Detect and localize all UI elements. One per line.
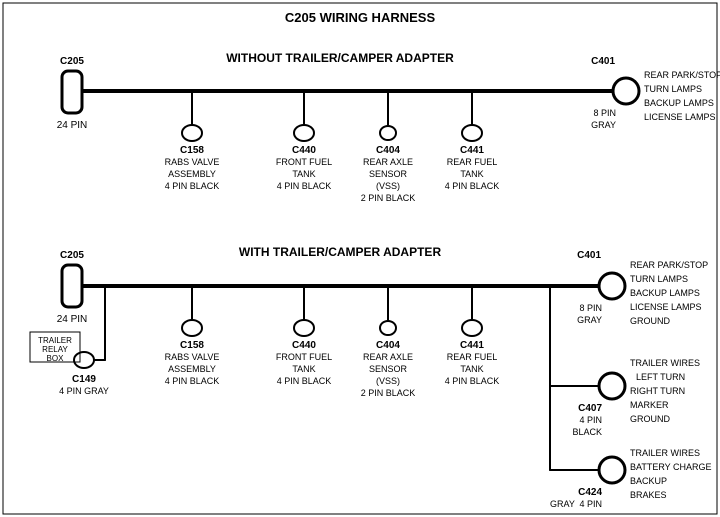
- diagram-label: 4 PIN BLACK: [277, 181, 332, 191]
- diagram-label: TANK: [460, 169, 483, 179]
- connector-c440: [294, 125, 314, 141]
- diagram-label: BRAKES: [630, 490, 667, 500]
- diagram-label: ASSEMBLY: [168, 169, 216, 179]
- diagram-label: LEFT TURN: [636, 372, 685, 382]
- diagram-label: C205: [60, 56, 84, 67]
- diagram-label: GROUND: [630, 316, 670, 326]
- diagram-label: RABS VALVE: [165, 157, 220, 167]
- diagram-label: TURN LAMPS: [630, 274, 688, 284]
- diagram-label: 24 PIN: [57, 314, 88, 325]
- diagram-label: C401: [591, 56, 615, 67]
- diagram-label: GROUND: [630, 414, 670, 424]
- diagram-label: TURN LAMPS: [644, 84, 702, 94]
- diagram-label: C401: [577, 250, 601, 261]
- diagram-label: 4 PIN BLACK: [445, 376, 500, 386]
- connector-c149: [74, 352, 94, 368]
- diagram-label: 24 PIN: [57, 120, 88, 131]
- diagram-label: RABS VALVE: [165, 352, 220, 362]
- diagram-label: TANK: [460, 364, 483, 374]
- connector-c441: [462, 125, 482, 141]
- diagram-label: GRAY: [591, 120, 616, 130]
- diagram-label: WITHOUT TRAILER/CAMPER ADAPTER: [226, 51, 454, 65]
- section-no-adapter: WITHOUT TRAILER/CAMPER ADAPTER C205 24 PIN…: [57, 51, 720, 203]
- diagram-label: C404: [376, 340, 400, 351]
- diagram-label: MARKER: [630, 400, 669, 410]
- diagram-label: SENSOR: [369, 364, 408, 374]
- diagram-label: ASSEMBLY: [168, 364, 216, 374]
- diagram-label: LICENSE LAMPS: [644, 112, 716, 122]
- diagram-label: FRONT FUEL: [276, 352, 332, 362]
- diagram-label: GRAY: [550, 499, 575, 509]
- diagram-label: SENSOR: [369, 169, 408, 179]
- diagram-label: C440: [292, 340, 316, 351]
- diagram-label: BACKUP LAMPS: [644, 98, 714, 108]
- diagram-label: 4 PIN BLACK: [445, 181, 500, 191]
- diagram-label: C205: [60, 250, 84, 261]
- diagram-label: GRAY: [577, 315, 602, 325]
- diagram-label: 2 PIN BLACK: [361, 193, 416, 203]
- diagram-label: RIGHT TURN: [630, 386, 685, 396]
- connector-c441: [462, 320, 482, 336]
- diagram-label: 8 PIN: [593, 108, 616, 118]
- diagram-label: C149: [72, 374, 96, 385]
- connector-c440: [294, 320, 314, 336]
- diagram-label: BLACK: [572, 427, 602, 437]
- connector-c424: [599, 457, 625, 483]
- diagram-label: LICENSE LAMPS: [630, 302, 702, 312]
- diagram-label: TRAILER WIRES: [630, 448, 700, 458]
- diagram-label: C424: [578, 487, 602, 498]
- connector-c205: [62, 265, 82, 307]
- connector-c401: [599, 273, 625, 299]
- diagram-label: FRONT FUEL: [276, 157, 332, 167]
- diagram-label: REAR AXLE: [363, 157, 413, 167]
- diagram-label: REAR FUEL: [447, 157, 498, 167]
- connector-c205: [62, 71, 82, 113]
- diagram-label: TRAILER WIRES: [630, 358, 700, 368]
- diagram-label: TANK: [292, 169, 315, 179]
- diagram-label: BOX: [47, 354, 65, 363]
- diagram-label: TRAILER: [38, 336, 72, 345]
- diagram-label: C158: [180, 145, 204, 156]
- diagram-label: C158: [180, 340, 204, 351]
- connector-c404: [380, 126, 396, 140]
- diagram-label: BATTERY CHARGE: [630, 462, 712, 472]
- diagram-label: 4 PIN: [579, 415, 602, 425]
- diagram-label: REAR AXLE: [363, 352, 413, 362]
- connector-c158: [182, 320, 202, 336]
- diagram-label: (VSS): [376, 181, 400, 191]
- diagram-label: 4 PIN BLACK: [277, 376, 332, 386]
- diagram-label: 2 PIN BLACK: [361, 388, 416, 398]
- diagram-label: BACKUP LAMPS: [630, 288, 700, 298]
- diagram-label: REAR FUEL: [447, 352, 498, 362]
- diagram-label: C441: [460, 145, 484, 156]
- diagram-label: C404: [376, 145, 400, 156]
- wiring-diagram: C205 WIRING HARNESS WITHOUT TRAILER/CAMPE…: [0, 0, 720, 517]
- diagram-label: 4 PIN BLACK: [165, 376, 220, 386]
- diagram-label: WITH TRAILER/CAMPER ADAPTER: [239, 245, 442, 259]
- diagram-label: 4 PIN GRAY: [59, 386, 109, 396]
- connector-c404: [380, 321, 396, 335]
- diagram-label: BACKUP: [630, 476, 667, 486]
- diagram-label: C205 WIRING HARNESS: [285, 10, 436, 25]
- connector-c158: [182, 125, 202, 141]
- diagram-label: REAR PARK/STOP: [644, 70, 720, 80]
- diagram-label: TANK: [292, 364, 315, 374]
- connector-c407: [599, 373, 625, 399]
- diagram-label: RELAY: [42, 345, 68, 354]
- diagram-label: C440: [292, 145, 316, 156]
- diagram-label: C407: [578, 403, 602, 414]
- diagram-label: REAR PARK/STOP: [630, 260, 708, 270]
- diagram-label: 4 PIN: [579, 499, 602, 509]
- diagram-label: C441: [460, 340, 484, 351]
- diagram-label: 4 PIN BLACK: [165, 181, 220, 191]
- section-with-adapter: WITH TRAILER/CAMPER ADAPTER C205 24 PIN C40…: [30, 245, 712, 509]
- diagram-label: (VSS): [376, 376, 400, 386]
- connector-c401: [613, 78, 639, 104]
- diagram-label: 8 PIN: [579, 303, 602, 313]
